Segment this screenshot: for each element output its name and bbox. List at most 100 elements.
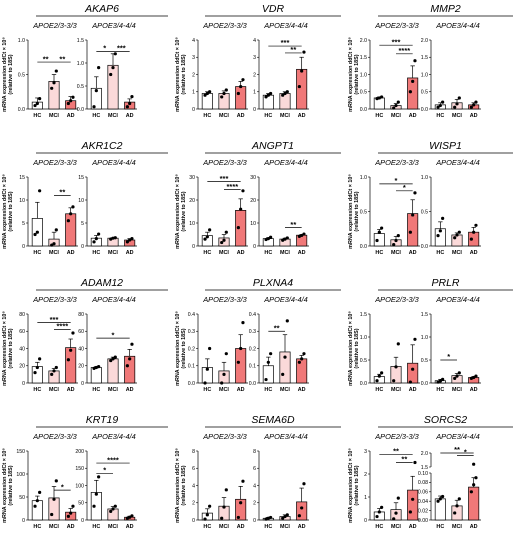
x-tick-label: MCI (108, 524, 118, 530)
data-point (396, 342, 400, 346)
data-point (35, 499, 39, 503)
data-point (208, 228, 212, 232)
x-tick-label: AD (237, 250, 245, 256)
chart-akr1c2: AKR1C2 mRNA expression ddCt × 10⁶ (relativ… (2, 140, 168, 256)
y-tick-label: 0 (364, 518, 367, 524)
data-point (469, 105, 473, 109)
x-tick-label: MCI (391, 113, 401, 119)
x-tick-label: MCI (452, 113, 462, 119)
significance-label: * (447, 352, 450, 361)
genotype-label: APOE2/3-3/3 (202, 295, 247, 304)
y-tick-label: 1.0 (421, 175, 428, 181)
significance-label: ** (59, 54, 65, 63)
data-point (128, 357, 132, 361)
x-tick-label: MCI (219, 387, 229, 393)
data-point (33, 232, 37, 237)
y-axis-label: mRNA expression ddCt × 10⁶ (348, 311, 354, 386)
x-tick-label: AD (67, 387, 75, 393)
x-tick-label: HC (203, 113, 211, 119)
bar-mci (218, 370, 230, 384)
data-point (469, 237, 473, 241)
data-point (52, 497, 56, 501)
data-point (408, 380, 412, 384)
data-point (113, 355, 117, 359)
x-tick-label: MCI (49, 387, 59, 393)
chart-title: MMP2 (430, 3, 460, 15)
y-axis-label: (relative to 18S) (354, 191, 360, 231)
x-tick-label: AD (126, 387, 134, 393)
significance-label: ** (59, 188, 65, 197)
data-point (50, 512, 54, 517)
y-tick-label: 200 (75, 449, 84, 455)
data-point (375, 514, 379, 519)
data-point (33, 504, 37, 508)
bar-hc (90, 367, 102, 384)
y-tick-label: 0.5 (421, 358, 428, 364)
data-point (408, 90, 412, 94)
panel-apoe3-4: APOE3/4-4/4 0.0 0.5 1.0 1.5 HC MCI AD * (421, 295, 481, 393)
data-point (113, 236, 117, 240)
data-point (380, 95, 384, 99)
y-tick-label: 15 (78, 175, 84, 181)
data-point (283, 355, 287, 359)
significance-label: * (103, 44, 106, 53)
significance-label: **** (226, 182, 238, 191)
chart-title: PRLR (431, 277, 459, 289)
y-axis-label: mRNA expression ddCt × 10⁶ (175, 37, 181, 112)
x-tick-label: MCI (49, 113, 59, 119)
data-point (375, 379, 379, 383)
x-tick-label: HC (264, 250, 272, 256)
data-point (266, 237, 270, 241)
genotype-label: APOE3/4-4/4 (263, 158, 308, 167)
panel-apoe2-3: APOE2/3-3/3 0.0 0.1 0.2 0.3 0.4 HC MCI AD (188, 295, 248, 393)
data-point (438, 379, 442, 383)
x-tick-label: HC (436, 524, 444, 530)
data-point (302, 232, 306, 236)
bar-ad (65, 347, 77, 384)
data-point (269, 91, 273, 96)
data-point (50, 243, 54, 247)
data-point (302, 482, 306, 486)
x-tick-label: MCI (219, 250, 229, 256)
data-point (472, 103, 476, 107)
significance-label: **** (398, 46, 410, 55)
x-tick-label: HC (264, 524, 272, 530)
y-axis-label: (relative to 18S) (8, 328, 14, 368)
data-point (128, 101, 132, 106)
data-point (130, 237, 134, 241)
data-point (302, 352, 306, 356)
panel-apoe2-3: APOE2/3-3/3 0.0 0.5 1.0 1.5 HC MCI AD (360, 295, 420, 393)
x-tick-label: HC (375, 387, 383, 393)
data-point (66, 514, 70, 518)
genotype-label: APOE3/4-4/4 (91, 295, 136, 304)
chart-akap6: AKAP6 mRNA expression ddCt × 10⁶ (relative… (2, 3, 168, 119)
data-point (54, 365, 58, 370)
significance-label: ** (393, 447, 399, 456)
genotype-label: APOE2/3-3/3 (32, 21, 77, 30)
significance-label: * (464, 448, 467, 457)
data-point (413, 191, 417, 195)
chart-title: PLXNA4 (253, 277, 293, 289)
x-tick-label: AD (470, 387, 478, 393)
chart-sema6d: SEMA6D mRNA expression ddCt × 10⁶ (relativ… (175, 414, 341, 530)
x-tick-label: MCI (391, 524, 401, 530)
genotype-label: APOE3/4-4/4 (91, 21, 136, 30)
panel-apoe2-3: APOE2/3-3/3 0 5 10 15 HC MCI AD ** (19, 158, 78, 256)
x-tick-label: AD (298, 250, 306, 256)
data-point (54, 479, 58, 483)
y-tick-label: 0.5 (360, 209, 367, 215)
y-tick-label: 1.0 (77, 61, 84, 67)
y-tick-label: 3 (364, 449, 367, 455)
data-point (220, 240, 224, 245)
x-tick-label: AD (470, 113, 478, 119)
data-point (52, 369, 56, 373)
significance-label: ** (454, 445, 460, 454)
data-point (441, 377, 445, 381)
y-tick-label: 80 (78, 312, 84, 318)
panel-apoe3-4: APOE3/4-4/4 0 10 20 30 HC MCI AD ** (250, 158, 309, 256)
data-point (441, 216, 445, 220)
chart-mmp2: MMP2 mRNA expression ddCt × 10⁶ (relative … (348, 3, 513, 119)
y-tick-label: 5 (81, 221, 84, 227)
panel-apoe3-4: APOE3/4-4/40.00.51.01.5HC MCI AD* *** (77, 21, 137, 119)
genotype-label: APOE2/3-3/3 (374, 295, 419, 304)
